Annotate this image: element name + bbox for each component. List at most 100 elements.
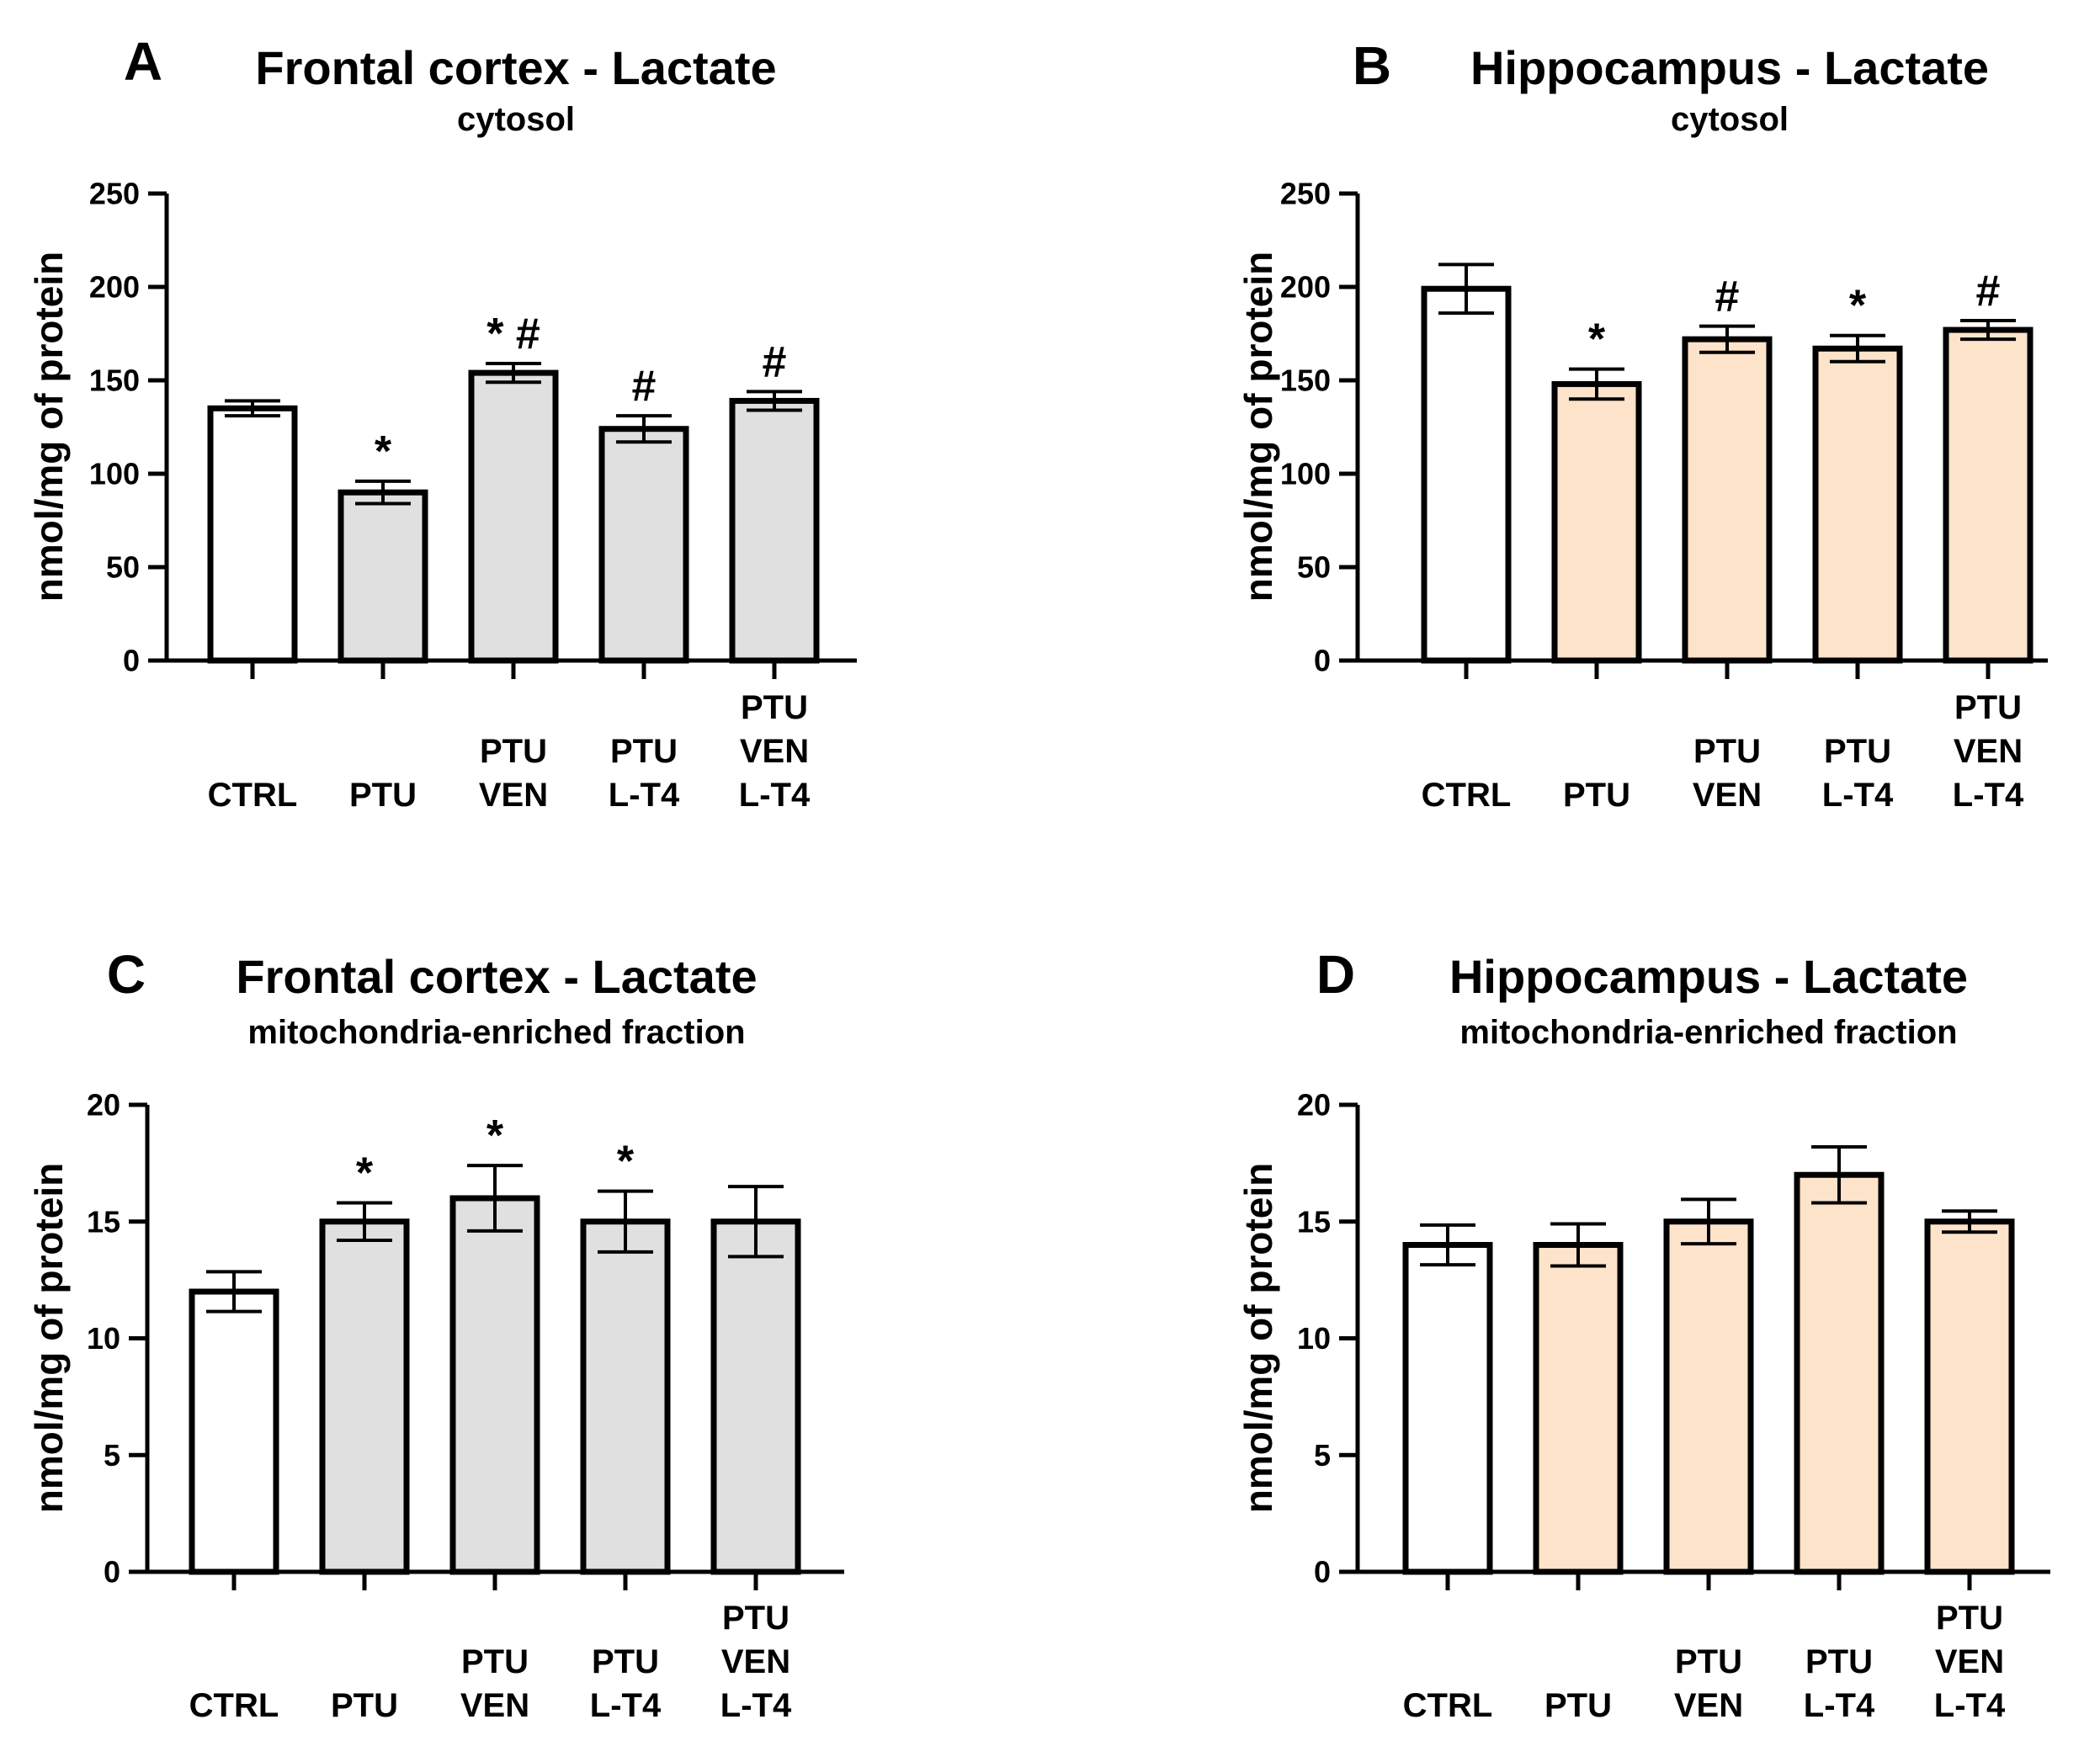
category-label: PTU VEN (1674, 1643, 1743, 1724)
category-label: PTU (1563, 777, 1630, 814)
category-label: CTRL (1403, 1687, 1493, 1724)
bar (449, 1195, 540, 1575)
y-axis-label: nmol/mg of protein (1236, 1163, 1280, 1514)
bar (1794, 1171, 1885, 1575)
chart-subtitle: cytosol (1671, 101, 1789, 138)
y-tick-label: 15 (1297, 1204, 1331, 1239)
category-label-line: L-T4 (1953, 777, 2024, 814)
category-label: PTU VEN L-T4 (1934, 1600, 2006, 1724)
chart-title: Hippocampus - Lactate (1449, 950, 1968, 1003)
significance-label: # (1715, 273, 1740, 321)
category-label-line: PTU (610, 733, 678, 770)
y-tick-label: 15 (87, 1204, 120, 1239)
significance-label: * # (486, 310, 540, 358)
panel-b: B Hippocampus - Lactate cytosol nmol/mg of … (1236, 35, 2048, 814)
panel-letter: D (1316, 944, 1355, 1005)
category-label-line: VEN (1954, 733, 2023, 770)
category-label-line: PTU (1563, 777, 1630, 814)
bar (1551, 380, 1642, 664)
y-tick-label: 200 (89, 270, 140, 305)
y-tick-label: 150 (1280, 364, 1331, 398)
bar (1663, 1218, 1754, 1575)
bar (468, 369, 559, 664)
y-tick-label: 250 (89, 177, 140, 211)
category-label-line: L-T4 (590, 1687, 662, 1724)
y-tick-label: 0 (1314, 644, 1331, 678)
category-label-line: L-T4 (1804, 1687, 1875, 1724)
category-label-line: CTRL (1403, 1687, 1493, 1724)
y-axis-label: nmol/mg of protein (27, 252, 71, 602)
bar (189, 1288, 279, 1575)
chart-subtitle: mitochondria-enriched fraction (1459, 1014, 1957, 1051)
category-label-line: PTU (1824, 733, 1891, 770)
category-label: PTU VEN L-T4 (739, 689, 811, 814)
category-label-line: L-T4 (1934, 1687, 2006, 1724)
chart-title: Frontal cortex - Lactate (255, 41, 776, 94)
bar (1421, 285, 1512, 664)
y-tick-label: 150 (89, 364, 140, 398)
significance-label: * (617, 1138, 635, 1186)
category-label-line: PTU (349, 777, 417, 814)
significance-label: * (1588, 316, 1606, 364)
category-label-line: L-T4 (739, 777, 811, 814)
category-label-line: L-T4 (1822, 777, 1894, 814)
bar (729, 397, 820, 664)
category-label-line: VEN (460, 1687, 529, 1724)
category-label-line: CTRL (208, 777, 298, 814)
category-label: CTRL (208, 777, 298, 814)
significance-label: * (375, 427, 392, 476)
y-tick-label: 10 (1297, 1321, 1331, 1356)
category-label-line: PTU (1544, 1687, 1612, 1724)
bar (1533, 1242, 1624, 1575)
category-label-line: VEN (479, 777, 548, 814)
panel-d: D Hippocampus - Lactate mitochondria-enric… (1236, 944, 2050, 1724)
y-tick-label: 0 (1314, 1555, 1331, 1589)
y-tick-label: 100 (1280, 457, 1331, 491)
bar (1812, 345, 1903, 664)
y-tick-label: 10 (87, 1321, 120, 1356)
category-label: PTU VEN (460, 1643, 529, 1724)
category-label: PTU (349, 777, 417, 814)
category-label: PTU L-T4 (1804, 1643, 1875, 1724)
panel-letter: A (124, 31, 162, 92)
significance-label: * (356, 1149, 374, 1198)
category-label: PTU VEN L-T4 (1953, 689, 2024, 814)
chart-subtitle: cytosol (457, 101, 575, 138)
chart-title: Frontal cortex - Lactate (236, 950, 757, 1003)
category-label-line: VEN (1674, 1687, 1743, 1724)
y-tick-label: 5 (104, 1438, 120, 1473)
chart-title: Hippocampus - Lactate (1470, 41, 1989, 94)
significance-label: # (763, 337, 787, 386)
y-axis-label: nmol/mg of protein (27, 1163, 71, 1514)
y-tick-label: 0 (104, 1555, 120, 1589)
significance-label: # (1976, 267, 2001, 316)
category-label: PTU VEN (479, 733, 548, 814)
category-label-line: PTU (741, 689, 808, 726)
category-label: PTU VEN L-T4 (720, 1600, 792, 1724)
category-label-line: PTU (1805, 1643, 1873, 1680)
panel-a: A Frontal cortex - Lactate cytosol nmol/mg … (27, 31, 857, 814)
y-tick-label: 200 (1280, 270, 1331, 305)
bar (1402, 1242, 1493, 1575)
bar (207, 405, 298, 664)
category-label: PTU L-T4 (1822, 733, 1894, 814)
category-label: CTRL (189, 1687, 279, 1724)
category-label-line: PTU (1954, 689, 2022, 726)
y-tick-label: 50 (106, 550, 140, 585)
y-tick-label: 20 (1297, 1088, 1331, 1122)
y-tick-label: 50 (1297, 550, 1331, 585)
category-label-line: VEN (721, 1643, 790, 1680)
category-label-line: PTU (1936, 1600, 2003, 1637)
y-axis-label: nmol/mg of protein (1236, 252, 1280, 602)
significance-label: # (632, 362, 657, 411)
category-label: PTU (1544, 1687, 1612, 1724)
y-tick-label: 5 (1314, 1438, 1331, 1473)
category-label: PTU L-T4 (590, 1643, 662, 1724)
chart-subtitle: mitochondria-enriched fraction (247, 1014, 745, 1051)
panel-letter: B (1353, 35, 1391, 96)
category-label-line: PTU (1675, 1643, 1742, 1680)
category-label-line: PTU (480, 733, 547, 770)
category-label-line: PTU (592, 1643, 659, 1680)
bar (580, 1218, 671, 1575)
